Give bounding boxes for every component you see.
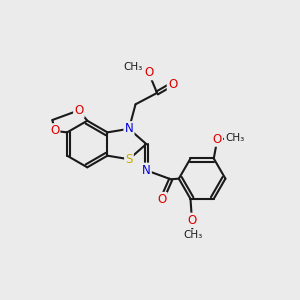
Text: CH₃: CH₃	[124, 62, 143, 72]
Text: CH₃: CH₃	[225, 134, 244, 143]
Text: O: O	[187, 214, 196, 227]
Text: O: O	[74, 104, 84, 117]
Text: N: N	[142, 164, 151, 177]
Text: S: S	[125, 153, 133, 166]
Text: O: O	[213, 133, 222, 146]
Text: O: O	[50, 124, 59, 137]
Text: CH₃: CH₃	[183, 230, 202, 240]
Text: O: O	[168, 77, 177, 91]
Text: O: O	[157, 193, 167, 206]
Text: O: O	[144, 66, 153, 79]
Text: N: N	[124, 122, 133, 135]
